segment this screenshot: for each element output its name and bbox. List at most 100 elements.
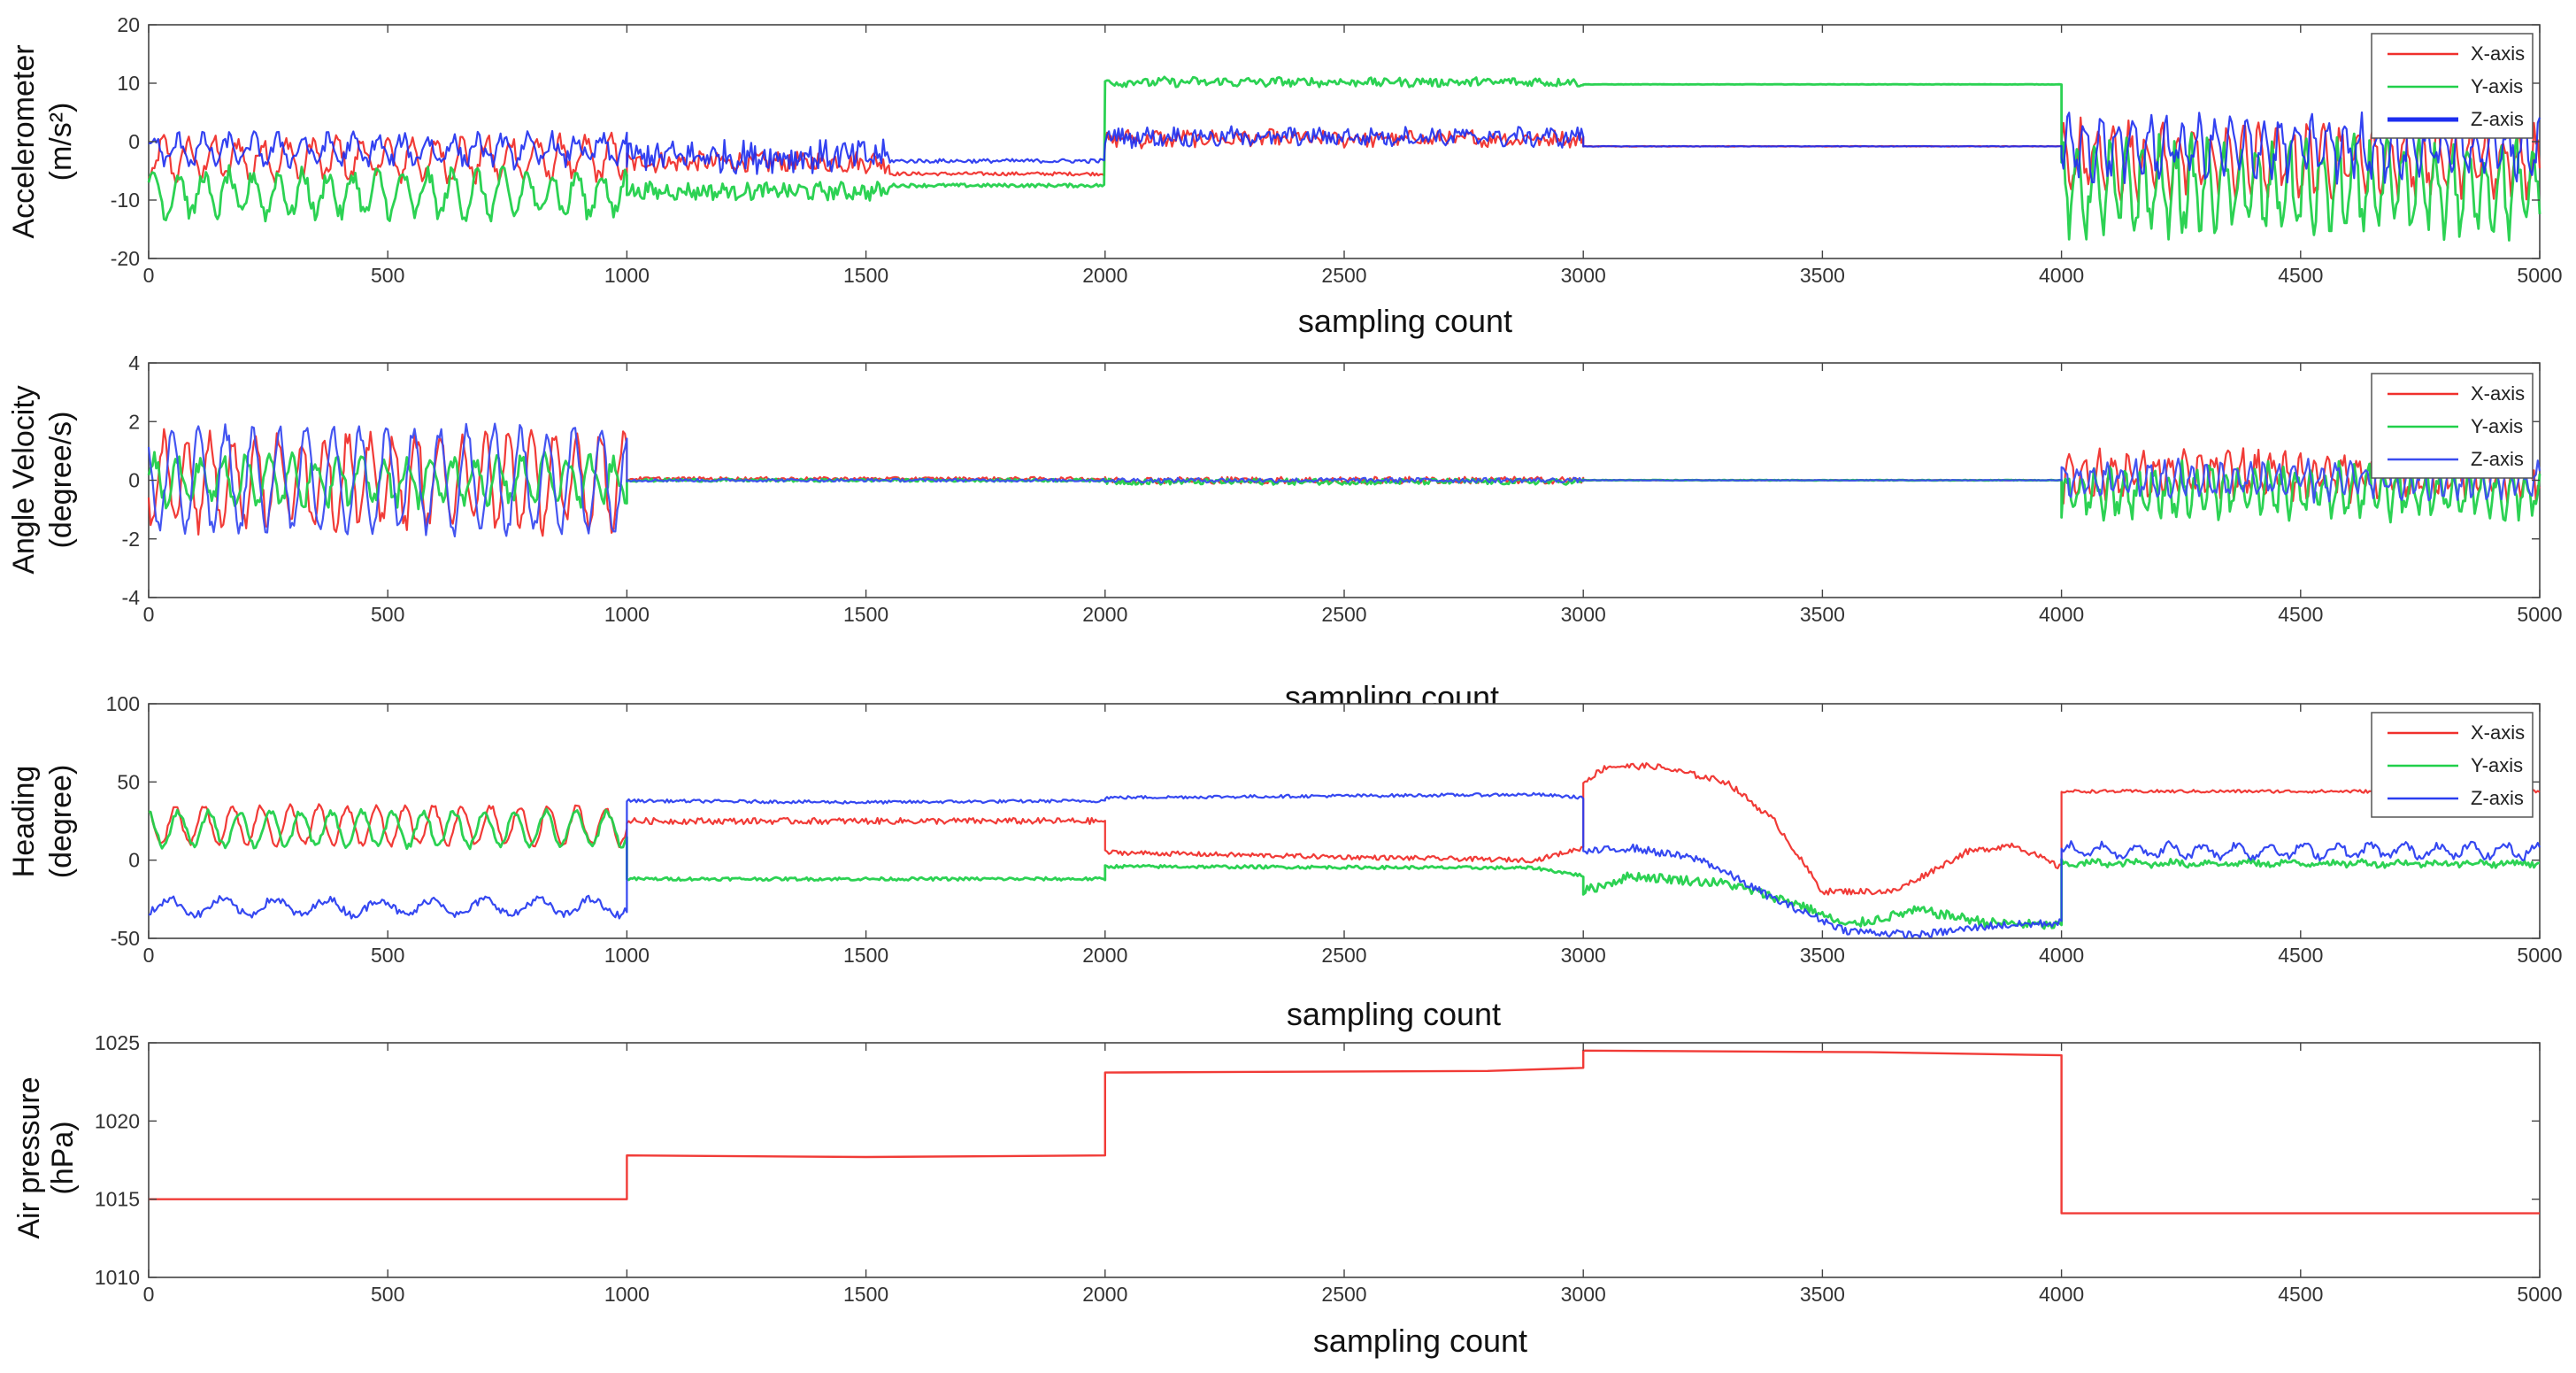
pressure-ytick-label: 1020 <box>95 1109 140 1132</box>
accel-xtick-label: 4500 <box>2278 264 2323 287</box>
heading-ytick-label: 50 <box>117 770 140 793</box>
pressure-xtick-label: 3000 <box>1561 1283 1606 1306</box>
pressure-xtick-label: 5000 <box>2517 1283 2562 1306</box>
panel-heading: 0 500 1000 1500 2000 2500 3000 3500 4000 4500 5000… <box>7 692 2563 1032</box>
accel-xtick-label: 1500 <box>843 264 888 287</box>
gyro-ytick-label: 0 <box>128 469 140 492</box>
accel-ylabel-line2: (m/s²) <box>44 103 78 181</box>
gyro-legend-label-z: Z-axis <box>2471 448 2524 470</box>
gyro-xtick-label: 3000 <box>1561 603 1606 626</box>
accel-ytick-label: -10 <box>111 189 140 212</box>
pressure-ytick-label: 1025 <box>95 1031 140 1054</box>
heading-xtick-label: 5000 <box>2517 944 2562 967</box>
pressure-xtick-label: 4500 <box>2278 1283 2323 1306</box>
pressure-xtick-label: 3500 <box>1800 1283 1845 1306</box>
gyro-ylabel-line1: Angle Velocity <box>7 385 41 575</box>
gyro-ytick-label: 4 <box>128 351 140 374</box>
heading-legend-label-x: X-axis <box>2471 721 2525 744</box>
pressure-xtick-label: 1000 <box>604 1283 650 1306</box>
pressure-ytick-label: 1010 <box>95 1266 140 1289</box>
gyro-xtick-label: 1500 <box>843 603 888 626</box>
gyro-legend: X-axis Y-axis Z-axis <box>2371 373 2534 479</box>
heading-ytick-label: 0 <box>128 849 140 872</box>
heading-xtick-label: 1500 <box>843 944 888 967</box>
pressure-series-air-pressure-line <box>149 1049 2540 1215</box>
heading-legend-label-y: Y-axis <box>2471 754 2523 776</box>
pressure-series-layer <box>149 1049 2540 1215</box>
pressure-ticks: 0 500 1000 1500 2000 2500 3000 3500 4000 4500 5000… <box>95 1031 2563 1306</box>
accel-ytick-label: -20 <box>111 247 140 270</box>
gyro-series-z-axis-line <box>147 422 2541 538</box>
panel-accelerometer: 0 500 1000 1500 2000 2500 3000 3500 4000 4500 5000… <box>7 13 2563 339</box>
pressure-xtick-label: 2000 <box>1082 1283 1127 1306</box>
pressure-xtick-label: 500 <box>371 1283 404 1306</box>
pressure-xtick-label: 0 <box>143 1283 155 1306</box>
heading-xtick-label: 0 <box>143 944 155 967</box>
pressure-xtick-label: 4000 <box>2039 1283 2084 1306</box>
gyro-xtick-label: 5000 <box>2517 603 2562 626</box>
accel-legend: X-axis Y-axis Z-axis <box>2371 33 2534 139</box>
accel-xtick-label: 5000 <box>2517 264 2562 287</box>
heading-ylabel-line2: (degree) <box>44 765 78 879</box>
accel-series-y-axis-line <box>147 75 2541 242</box>
pressure-xtick-label: 1500 <box>843 1283 888 1306</box>
heading-series-y-axis-line <box>148 807 2541 930</box>
gyro-xtick-label: 2000 <box>1082 603 1127 626</box>
heading-series-x-axis-line <box>148 762 2541 896</box>
gyro-xtick-label: 2500 <box>1321 603 1366 626</box>
accel-legend-label-x: X-axis <box>2471 42 2525 65</box>
heading-ticks: 0 500 1000 1500 2000 2500 3000 3500 4000 4500 5000… <box>106 692 2563 967</box>
accel-plot-frame <box>148 24 2541 259</box>
gyro-series-y-axis-line <box>147 451 2541 524</box>
accel-ytick-label: 0 <box>128 130 140 153</box>
heading-xtick-label: 500 <box>371 944 404 967</box>
heading-series-z-axis-line <box>148 791 2541 939</box>
gyro-ylabel-line2: (degree/s) <box>44 412 78 549</box>
accel-ytick-label: 20 <box>117 13 140 36</box>
pressure-ylabel-line1: Air pressure <box>12 1076 46 1238</box>
gyro-xtick-label: 3500 <box>1800 603 1845 626</box>
accel-xtick-label: 4000 <box>2039 264 2084 287</box>
gyro-legend-label-y: Y-axis <box>2471 415 2523 437</box>
gyro-ytick-label: -4 <box>122 586 141 609</box>
accel-xtick-label: 500 <box>371 264 404 287</box>
panel-air-pressure: 0 500 1000 1500 2000 2500 3000 3500 4000 4500 5000… <box>12 1031 2563 1359</box>
heading-series-layer <box>148 762 2541 939</box>
gyro-ytick-label: 2 <box>128 410 140 433</box>
accel-xtick-label: 3500 <box>1800 264 1845 287</box>
pressure-ylabel-line2: (hPa) <box>46 1121 80 1194</box>
pressure-plot-frame <box>148 1042 2541 1278</box>
accel-xtick-label: 2000 <box>1082 264 1127 287</box>
gyro-xtick-label: 500 <box>371 603 404 626</box>
gyro-ticks: 0 500 1000 1500 2000 2500 3000 3500 4000 4500 5000… <box>122 351 2563 626</box>
accel-legend-label-y: Y-axis <box>2471 75 2523 97</box>
panel-angle-velocity: 0 500 1000 1500 2000 2500 3000 3500 4000 4500 5000… <box>7 351 2563 715</box>
accel-xtick-label: 0 <box>143 264 155 287</box>
gyro-xtick-label: 4500 <box>2278 603 2323 626</box>
gyro-legend-label-x: X-axis <box>2471 382 2525 405</box>
heading-legend-label-z: Z-axis <box>2471 787 2524 809</box>
heading-xlabel: sampling count <box>1287 996 1501 1032</box>
accel-xtick-label: 1000 <box>604 264 650 287</box>
gyro-series-layer <box>147 422 2541 538</box>
heading-legend: X-axis Y-axis Z-axis <box>2371 712 2534 818</box>
accel-xlabel: sampling count <box>1298 303 1512 339</box>
heading-plot-frame <box>148 703 2541 939</box>
accel-ticks: 0 500 1000 1500 2000 2500 3000 3500 4000 4500 5000… <box>111 13 2563 287</box>
accel-xtick-label: 2500 <box>1321 264 1366 287</box>
heading-xtick-label: 4500 <box>2278 944 2323 967</box>
accel-series-layer <box>147 75 2541 242</box>
heading-xtick-label: 4000 <box>2039 944 2084 967</box>
heading-xtick-label: 3500 <box>1800 944 1845 967</box>
heading-xtick-label: 2500 <box>1321 944 1366 967</box>
accel-series-z-axis-line <box>148 109 2541 185</box>
heading-xtick-label: 3000 <box>1561 944 1606 967</box>
heading-xtick-label: 2000 <box>1082 944 1127 967</box>
heading-ytick-label: 100 <box>106 692 140 715</box>
heading-ytick-label: -50 <box>111 927 140 950</box>
heading-ylabel-line1: Heading <box>7 766 41 878</box>
pressure-ytick-label: 1015 <box>95 1188 140 1211</box>
accel-ylabel-line1: Accelerometer <box>7 44 41 238</box>
accel-ytick-label: 10 <box>117 72 140 95</box>
